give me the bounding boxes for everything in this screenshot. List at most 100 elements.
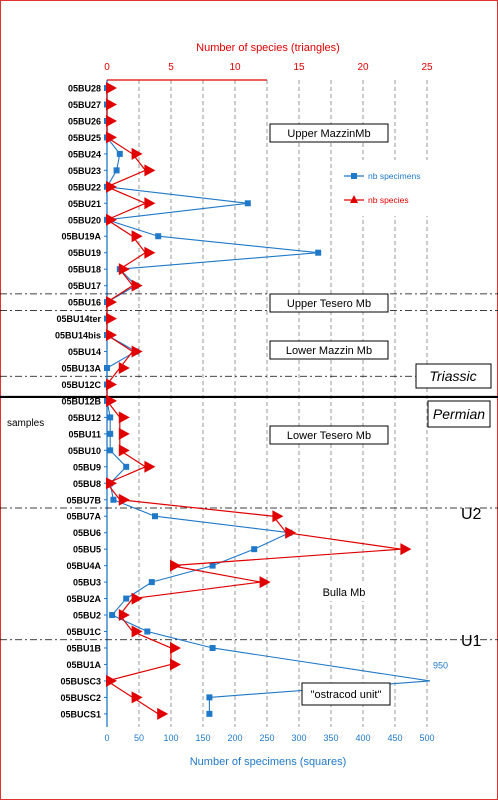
species-segment bbox=[106, 169, 146, 188]
top-tick-label: 15 bbox=[293, 62, 305, 73]
triassic-box: Triassic bbox=[415, 363, 492, 389]
species-point bbox=[118, 411, 130, 424]
sample-label: 05BU9 bbox=[73, 462, 101, 472]
species-segment bbox=[170, 565, 261, 583]
species-point bbox=[118, 263, 130, 276]
unit-box-upper-mazzin: Upper MazzinMb bbox=[269, 123, 389, 143]
species-point bbox=[118, 493, 130, 506]
specimens-segment bbox=[151, 565, 213, 583]
bottom-tick-label: 250 bbox=[259, 733, 274, 743]
series-layer: 950 bbox=[104, 82, 448, 720]
species-point bbox=[144, 246, 156, 259]
sample-label: 05BUSC2 bbox=[60, 693, 101, 703]
species-point bbox=[131, 625, 143, 638]
species-point bbox=[106, 131, 117, 144]
species-point bbox=[131, 345, 143, 358]
species-point bbox=[106, 213, 117, 226]
sample-label: 05BU27 bbox=[68, 100, 101, 110]
species-point bbox=[259, 576, 271, 589]
sample-label: 05BU14 bbox=[68, 347, 101, 357]
specimens-segment bbox=[106, 202, 248, 221]
unit-box-bulla: Bulla Mb bbox=[312, 583, 376, 601]
bottom-tick-label: 0 bbox=[104, 733, 109, 743]
sample-label: 05BU26 bbox=[68, 116, 101, 126]
sample-label: 05BU10 bbox=[68, 446, 101, 456]
sample-label: 05BU13A bbox=[61, 363, 101, 373]
species-point bbox=[106, 98, 117, 111]
unit-label-upper-mazzin: Upper MazzinMb bbox=[287, 128, 370, 140]
unit-box-lower-tesero: Lower Tesero Mb bbox=[269, 425, 389, 445]
specimens-segment bbox=[154, 515, 290, 534]
bottom-tick-label: 500 bbox=[419, 733, 434, 743]
unit-label-lower-tesero: Lower Tesero Mb bbox=[287, 430, 371, 442]
sample-label: 05BU19 bbox=[68, 248, 101, 258]
species-segment bbox=[106, 186, 146, 204]
specimens-segment bbox=[106, 186, 248, 204]
specimens-segment bbox=[106, 219, 159, 237]
bottom-tick-label: 350 bbox=[323, 733, 338, 743]
species-point bbox=[118, 427, 130, 440]
specimens-segment bbox=[147, 630, 213, 649]
specimens-segment bbox=[212, 548, 255, 567]
species-point bbox=[131, 691, 143, 704]
species-point bbox=[106, 329, 117, 342]
species-point bbox=[118, 361, 130, 374]
sample-label: 05BU22 bbox=[68, 182, 101, 192]
top-tick-label: 0 bbox=[104, 62, 110, 73]
sample-label: 05BU12B bbox=[61, 396, 101, 406]
species-point bbox=[285, 526, 297, 539]
sample-label: 05BU25 bbox=[68, 133, 101, 143]
specimens-segment bbox=[253, 532, 290, 550]
species-point bbox=[106, 674, 117, 687]
unit-box-upper-tesero: Upper Tesero Mb bbox=[269, 293, 389, 313]
species-segment bbox=[132, 581, 261, 600]
unit-label-upper-tesero: Upper Tesero Mb bbox=[287, 298, 371, 310]
legend-label-species: nb species bbox=[368, 195, 409, 205]
top-tick-label: 25 bbox=[421, 62, 433, 73]
offscale-label: 950 bbox=[433, 660, 448, 670]
top-tick-label: 20 bbox=[357, 62, 369, 73]
top-axis-title: Number of species (triangles) bbox=[196, 42, 340, 54]
legend-square-marker bbox=[351, 173, 357, 179]
permian-box: Permian bbox=[427, 400, 491, 428]
sample-label: 05BU3 bbox=[73, 578, 101, 588]
sample-label: 05BU7B bbox=[66, 495, 101, 505]
triassic-label: Triassic bbox=[429, 368, 476, 384]
sample-label: 05BU23 bbox=[68, 166, 101, 176]
specimens-segment bbox=[111, 614, 148, 633]
sample-label: 05BU7A bbox=[66, 512, 101, 522]
legend-label-specimens: nb specimens bbox=[368, 171, 420, 181]
specimen-point bbox=[251, 546, 258, 553]
species-segment bbox=[132, 630, 172, 649]
specimen-point bbox=[206, 710, 213, 717]
bottom-axis-title: Number of specimens (squares) bbox=[190, 756, 347, 768]
unit-label-lower-mazzin: Lower Mazzin Mb bbox=[286, 345, 372, 357]
species-point bbox=[131, 592, 143, 605]
species-segment bbox=[119, 499, 274, 517]
sample-label: 05BU4A bbox=[66, 561, 101, 571]
species-segment bbox=[106, 202, 146, 221]
sample-label: 05BU2A bbox=[66, 594, 101, 604]
sample-label: 05BU21 bbox=[68, 199, 101, 209]
sample-label: 05BU20 bbox=[68, 215, 101, 225]
species-point bbox=[118, 609, 130, 622]
species-point bbox=[106, 394, 117, 407]
species-point bbox=[144, 460, 156, 473]
sample-label: 05BU11 bbox=[68, 429, 101, 439]
species-point bbox=[131, 230, 143, 243]
boundary-label-u1: U1 bbox=[461, 633, 482, 650]
bottom-tick-label: 400 bbox=[355, 733, 370, 743]
species-point bbox=[144, 197, 156, 210]
species-point bbox=[170, 559, 181, 572]
sample-label: 05BU17 bbox=[68, 281, 101, 291]
annotation-layer bbox=[0, 293, 498, 641]
sample-label: 05BU2 bbox=[73, 611, 101, 621]
species-point bbox=[272, 510, 284, 523]
sample-label: 05BU18 bbox=[68, 265, 101, 275]
sample-label: 05BU6 bbox=[73, 528, 101, 538]
species-point bbox=[170, 641, 181, 654]
species-point bbox=[400, 543, 412, 556]
species-point bbox=[157, 707, 169, 720]
sample-label: 05BU14ter bbox=[56, 314, 101, 324]
specimens-segment bbox=[212, 647, 431, 682]
